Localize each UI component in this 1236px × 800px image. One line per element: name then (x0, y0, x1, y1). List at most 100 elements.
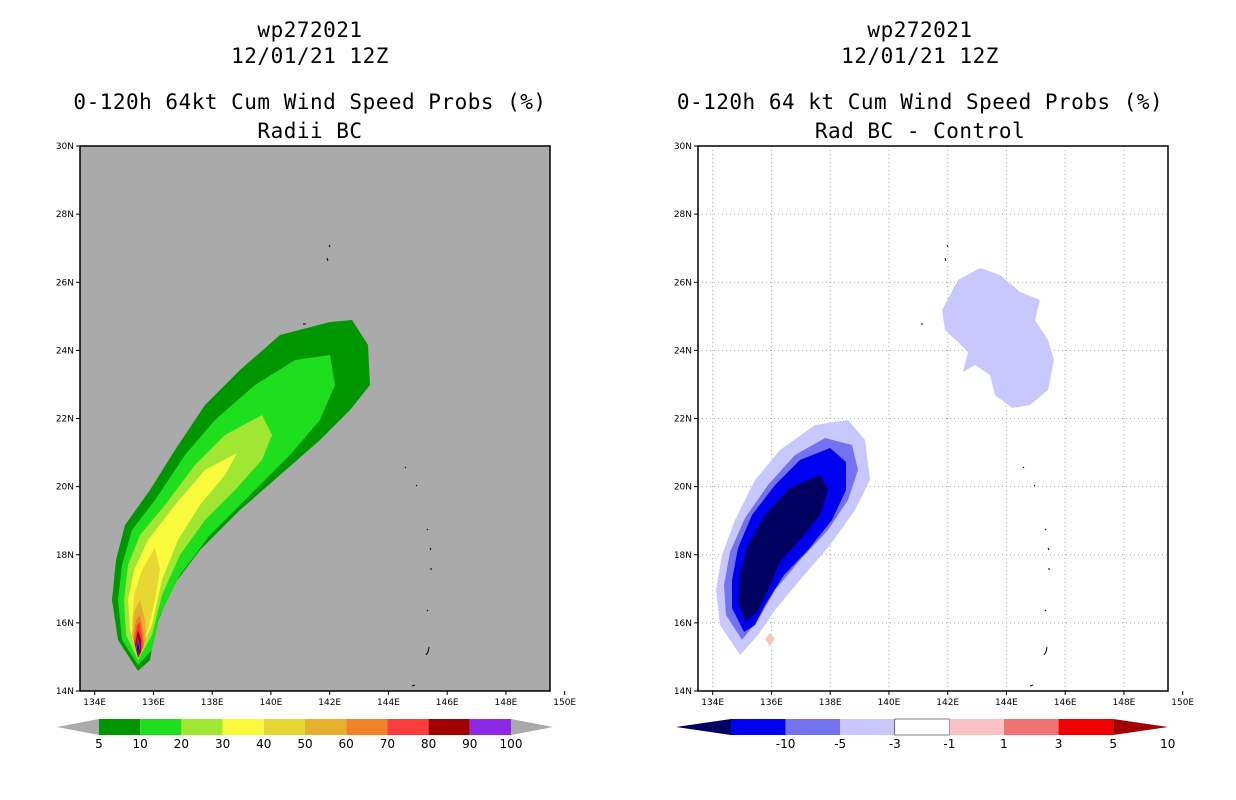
y-tick-label: 30N (674, 142, 692, 152)
right-y-axis: 14N 16N 18N 20N 22N 24N 26N 28N 30N (674, 142, 698, 697)
x-tick-label: 138E (201, 698, 224, 708)
island (404, 466, 407, 469)
island (328, 244, 331, 248)
colorbar-swatch (894, 718, 950, 736)
y-tick-label: 30N (56, 142, 74, 152)
colorbar-label: 50 (297, 737, 312, 751)
island (426, 528, 429, 531)
x-tick-label: 136E (142, 698, 165, 708)
x-tick-label: 142E (318, 698, 341, 708)
x-tick-label: 136E (760, 698, 783, 708)
x-tick-label: 148E (495, 698, 518, 708)
colorbar-label: 1 (1000, 737, 1008, 751)
x-tick-label: 146E (1054, 698, 1077, 708)
left-x-axis: 134E 136E 138E 140E 142E 144E 146E 148E 150E (83, 691, 576, 708)
y-tick-label: 16N (56, 619, 74, 629)
contour-10 (118, 355, 335, 665)
island (429, 547, 432, 551)
y-tick-label: 24N (56, 346, 74, 356)
colorbar-swatch (1058, 719, 1114, 735)
colorbar-swatch (346, 719, 388, 735)
left-storm-id: wp272021 (257, 18, 363, 42)
right-chart-subtitle: Rad BC - Control (814, 119, 1026, 143)
y-tick-label: 20N (674, 483, 692, 493)
colorbar-swatch (387, 719, 429, 735)
x-tick-label: 146E (436, 698, 459, 708)
colorbar-label: 60 (339, 737, 354, 751)
y-tick-label: 14N (56, 687, 74, 697)
x-tick-label: 142E (936, 698, 959, 708)
colorbar-label: 80 (421, 737, 436, 751)
x-tick-label: 148E (1113, 698, 1136, 708)
left-chart-subtitle: Radii BC (257, 119, 363, 143)
contour-100 (137, 642, 139, 655)
island (1044, 609, 1047, 612)
colorbar-swatch (1004, 719, 1059, 735)
y-tick-label: 24N (674, 346, 692, 356)
colorbar-label: 20 (174, 737, 189, 751)
colorbar-label: 90 (462, 737, 477, 751)
contour-minus10 (738, 475, 828, 622)
colorbar-swatch (949, 719, 1004, 735)
right-chart-title: 0-120h 64 kt Cum Wind Speed Probs (%) (676, 90, 1164, 114)
island (415, 484, 418, 487)
left-probability-contours (112, 320, 370, 671)
island (326, 257, 329, 262)
island (946, 244, 949, 248)
left-chart-title: 0-120h 64kt Cum Wind Speed Probs (%) (73, 90, 547, 114)
colorbar-label: -3 (889, 737, 901, 751)
island (1047, 547, 1050, 551)
island (1033, 484, 1036, 487)
y-tick-label: 18N (674, 551, 692, 561)
colorbar-label: -10 (776, 737, 796, 751)
colorbar-label: 100 (500, 737, 523, 751)
y-tick-label: 18N (56, 551, 74, 561)
island (1044, 528, 1047, 531)
right-map: 14N 16N 18N 20N 22N 24N 26N 28N 30N 134E 136E 138E… (674, 142, 1195, 708)
colorbar-swatch (428, 719, 470, 735)
island (1043, 646, 1048, 656)
contour-30 (128, 453, 237, 655)
left-datetime: 12/01/21 12Z (231, 44, 389, 68)
colorbar-arrow-left (676, 719, 731, 735)
colorbar-swatch (263, 719, 305, 735)
right-islands (921, 244, 1050, 687)
y-tick-label: 22N (674, 415, 692, 425)
left-y-axis: 14N 16N 18N 20N 22N 24N 26N 28N 30N (56, 142, 80, 697)
left-colorbar: 5 10 20 30 40 50 60 70 80 90 100 (57, 719, 553, 751)
y-tick-label: 14N (674, 687, 692, 697)
island (944, 257, 947, 262)
y-tick-label: 20N (56, 483, 74, 493)
contour-plus1 (765, 633, 775, 646)
colorbar-label: 5 (1109, 737, 1117, 751)
island (1029, 684, 1034, 687)
y-tick-label: 28N (674, 210, 692, 220)
right-datetime: 12/01/21 12Z (841, 44, 999, 68)
colorbar-label: 10 (133, 737, 148, 751)
colorbar-label: 30 (215, 737, 230, 751)
y-tick-label: 22N (56, 415, 74, 425)
right-x-axis: 134E 136E 138E 140E 142E 144E 146E 148E 150E (701, 691, 1194, 708)
colorbar-label: 70 (380, 737, 395, 751)
contour-minus1-north (942, 268, 1054, 408)
island (411, 684, 416, 687)
colorbar-arrow-left (57, 719, 99, 735)
right-grid (698, 146, 1168, 691)
y-tick-label: 26N (674, 278, 692, 288)
colorbar-label: 5 (95, 737, 103, 751)
colorbar-swatch (140, 719, 182, 735)
x-tick-label: 144E (377, 698, 400, 708)
x-tick-label: 134E (701, 698, 724, 708)
colorbar-label: 3 (1055, 737, 1063, 751)
contour-20 (124, 415, 272, 660)
colorbar-swatch (785, 719, 841, 735)
x-tick-label: 140E (260, 698, 283, 708)
right-difference-contours (716, 268, 1054, 655)
island (1022, 466, 1025, 469)
colorbar-label: -5 (834, 737, 846, 751)
y-tick-label: 16N (674, 619, 692, 629)
right-storm-id: wp272021 (867, 18, 973, 42)
colorbar-swatch (99, 719, 141, 735)
